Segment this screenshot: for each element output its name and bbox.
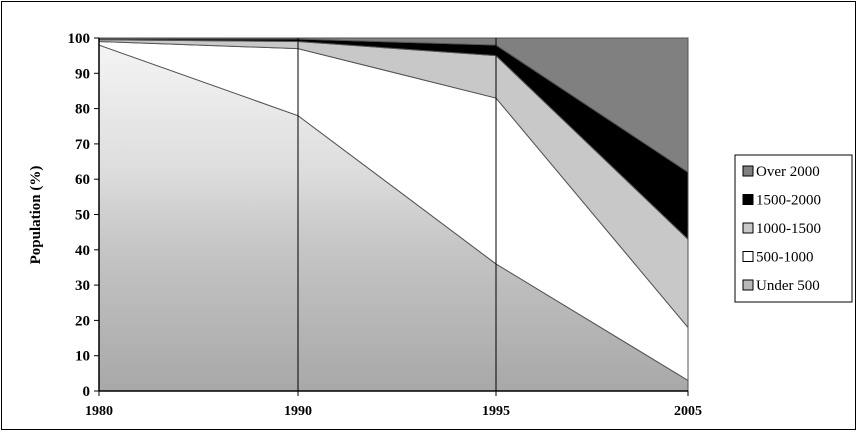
plot-area xyxy=(98,37,689,392)
legend-swatch-1000-1500 xyxy=(742,222,754,234)
y-tick-label: 70 xyxy=(75,137,90,153)
y-tick-label: 10 xyxy=(75,349,90,365)
y-tick-label: 0 xyxy=(83,384,91,400)
legend-swatch-500-1000 xyxy=(742,251,754,262)
x-tick-label: 1990 xyxy=(284,404,312,419)
y-tick-label: 50 xyxy=(75,208,90,224)
legend-label-1000-1500: 1000-1500 xyxy=(756,221,821,237)
y-tick-label: 100 xyxy=(68,31,91,47)
y-tick-label: 80 xyxy=(75,102,90,118)
y-tick-label: 20 xyxy=(75,313,90,329)
x-tick-label: 1980 xyxy=(85,404,113,419)
x-tick-label: 2005 xyxy=(674,404,702,419)
legend: Over 2000 1500-2000 1000-1500 500-1000 Under… xyxy=(734,154,853,303)
legend-label-500-1000: 500-1000 xyxy=(756,250,814,266)
area-series-over-2000 xyxy=(98,37,689,174)
y-tick-label: 30 xyxy=(75,278,90,294)
legend-swatch-over-2000 xyxy=(742,165,754,177)
legend-swatch-1500-2000 xyxy=(742,194,754,205)
y-axis-label: Population (%) xyxy=(28,166,44,265)
x-tick-label: 1995 xyxy=(482,404,510,419)
legend-box xyxy=(734,154,853,303)
legend-label-under-500: Under 500 xyxy=(756,278,820,294)
y-tick-label: 90 xyxy=(75,66,90,82)
y-tick-label: 60 xyxy=(75,172,90,188)
axes: 0 10 20 30 40 50 60 70 80 90 100 1980 1990 1995 2005 xyxy=(68,31,703,419)
legend-label-over-2000: Over 2000 xyxy=(756,164,820,180)
legend-swatch-under-500 xyxy=(742,279,754,291)
legend-label-1500-2000: 1500-2000 xyxy=(756,193,821,209)
y-tick-label: 40 xyxy=(75,243,90,259)
